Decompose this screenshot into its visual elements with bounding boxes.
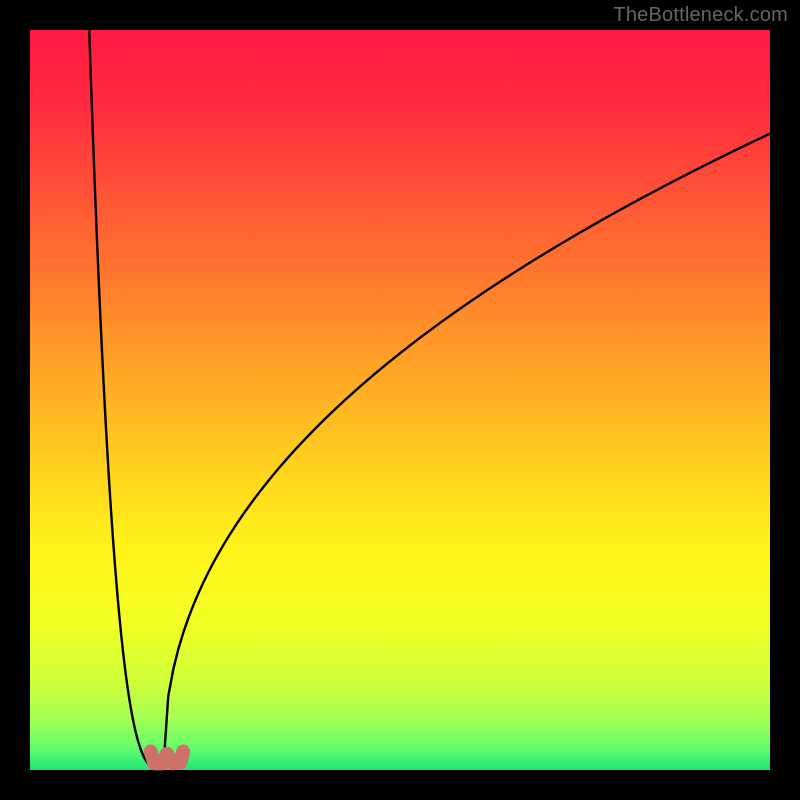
- plot-background: [30, 30, 770, 770]
- curve-left-branch: [89, 30, 163, 770]
- watermark-text: TheBottleneck.com: [613, 4, 788, 27]
- chart-container: TheBottleneck.com: [0, 0, 800, 800]
- bottleneck-chart: [0, 0, 800, 800]
- curve-right-branch: [163, 134, 770, 770]
- curve-minimum-marker: [151, 752, 184, 764]
